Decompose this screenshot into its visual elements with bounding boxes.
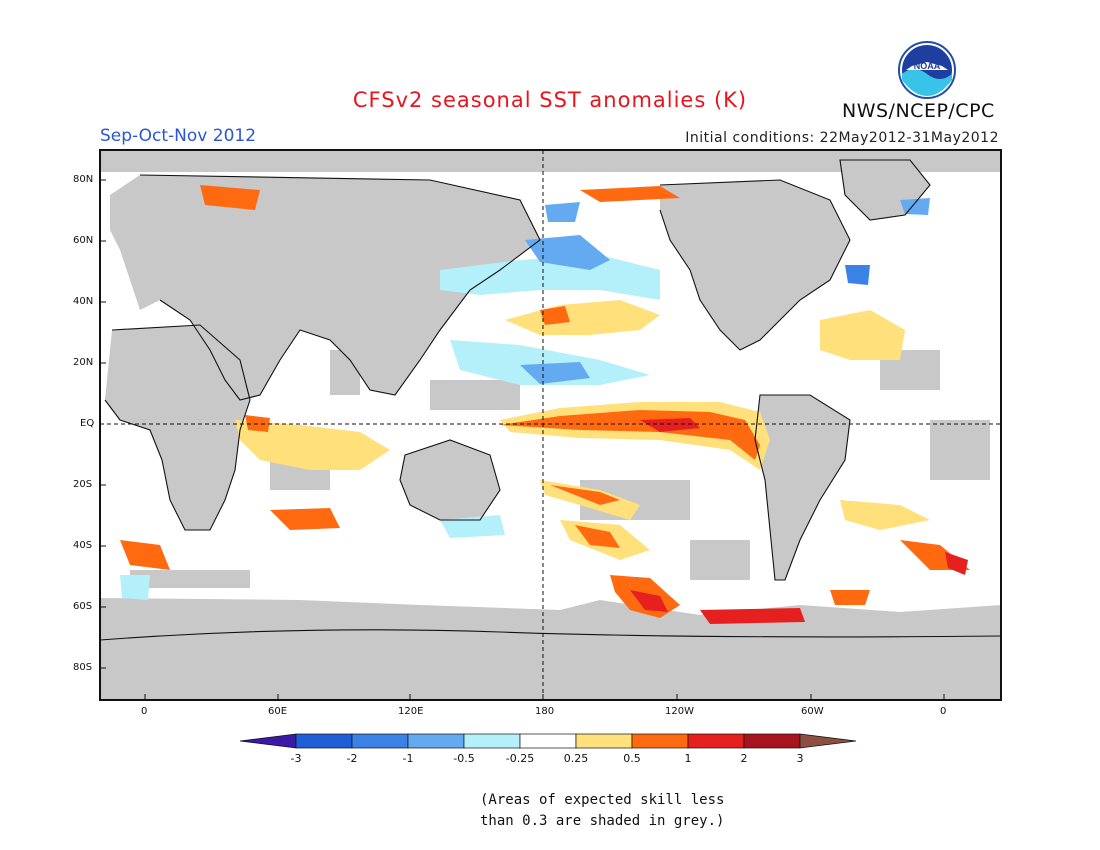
colorbar-tick-label: -2	[347, 752, 358, 765]
colorbar-tick-label: 0.5	[623, 752, 641, 765]
colorbar-tick-label: 1	[685, 752, 692, 765]
coastlines	[99, 159, 1002, 641]
noaa-logo: NOAA	[898, 41, 956, 99]
colorbar-tick-label: -1	[403, 752, 414, 765]
lat-label: EQ	[80, 418, 95, 429]
colorbar-tick-label: -3	[291, 752, 302, 765]
lat-label: 80N	[73, 174, 94, 185]
agency-label: NWS/NCEP/CPC	[842, 100, 995, 122]
cool-anomalies	[120, 198, 930, 600]
colorbar-bin	[407, 733, 465, 749]
lon-label: 180	[535, 706, 555, 717]
colorbar-bin	[687, 733, 745, 749]
colorbar-bin	[743, 733, 801, 749]
skill-note-line-2: than 0.3 are shaded in grey.)	[480, 813, 725, 829]
colorbar-tick-label: 0.25	[564, 752, 589, 765]
colorbar-bin	[463, 733, 521, 749]
colorbar-bin	[575, 733, 633, 749]
lon-label: 60W	[801, 706, 824, 717]
lat-label: 60S	[73, 601, 93, 612]
colorbar-tick-label: 3	[797, 752, 804, 765]
colorbar-lower-arrow	[239, 733, 297, 749]
lat-label: 20S	[73, 479, 93, 490]
lat-label: 60N	[73, 235, 94, 246]
colorbar-bin	[631, 733, 689, 749]
map-title: CFSv2 seasonal SST anomalies (K)	[352, 88, 748, 112]
tick-marks	[100, 179, 945, 700]
lon-label: 60E	[268, 706, 288, 717]
colorbar-tick-label: -0.25	[506, 752, 534, 765]
colorbar-tick-label: 2	[741, 752, 748, 765]
lon-label: 0	[141, 706, 148, 717]
lat-label: 80S	[73, 662, 93, 673]
lat-label: 40S	[73, 540, 93, 551]
lat-label: 20N	[73, 357, 94, 368]
colorbar-tick-label: -0.5	[453, 752, 474, 765]
colorbar-upper-arrow	[799, 733, 857, 749]
noaa-logo-text: NOAA	[914, 61, 941, 71]
colorbar: -3 -2 -1 -0.5 -0.25 0.25 0.5 1 2 3	[239, 733, 857, 765]
lon-label: 0	[940, 706, 947, 717]
skill-note-line-1: (Areas of expected skill less	[480, 792, 725, 808]
colorbar-bin	[351, 733, 409, 749]
lat-label: 40N	[73, 296, 94, 307]
colorbar-bin	[295, 733, 353, 749]
warm-anomalies	[120, 185, 970, 624]
season-label: Sep-Oct-Nov 2012	[100, 126, 257, 146]
lon-label: 120E	[398, 706, 424, 717]
colorbar-bin	[519, 733, 577, 749]
map-frame	[99, 149, 1002, 701]
initial-conditions-label: Initial conditions: 22May2012-31May2012	[685, 130, 999, 146]
lon-label: 120W	[665, 706, 694, 717]
low-skill-grey-regions	[100, 150, 1001, 700]
